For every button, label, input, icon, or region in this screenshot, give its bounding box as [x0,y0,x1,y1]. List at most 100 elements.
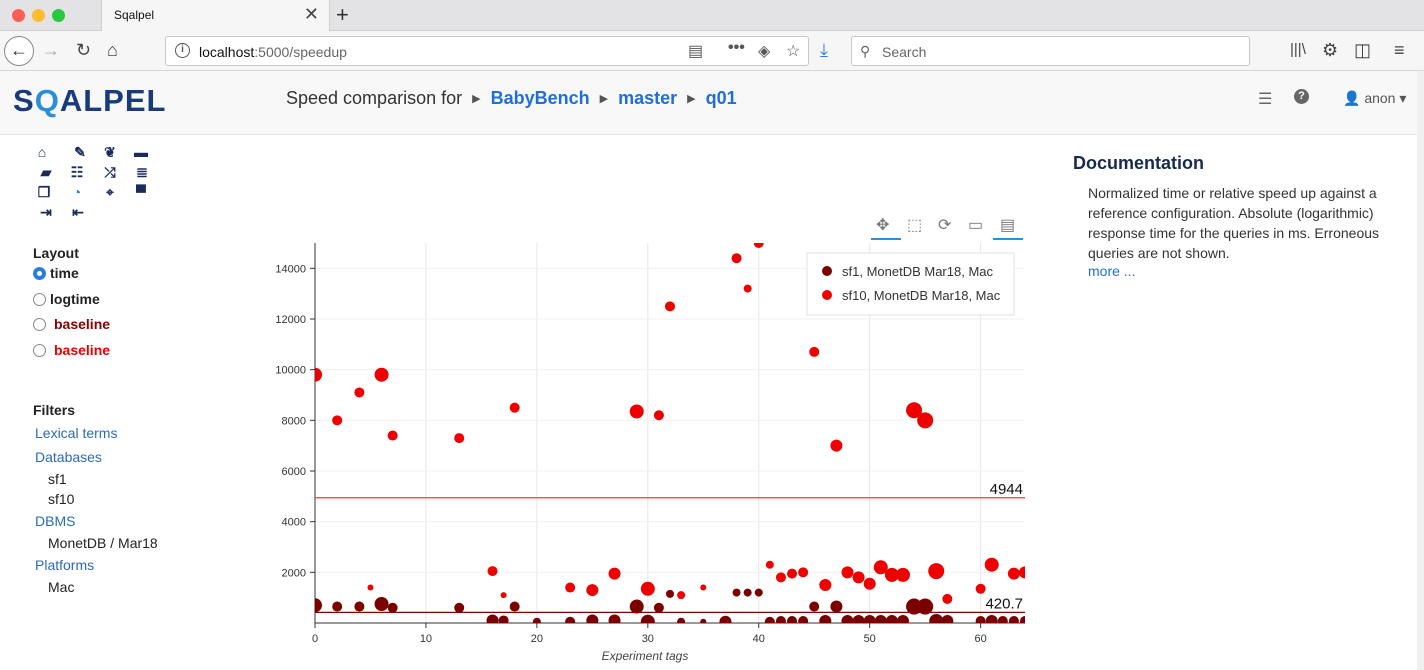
filter-item-mac[interactable]: Mac [48,579,75,595]
data-point-sf1[interactable] [941,614,954,627]
data-point-sf10[interactable] [586,584,599,597]
data-point-sf1[interactable] [653,602,664,613]
data-point-sf10[interactable] [509,402,520,413]
close-window-icon[interactable] [12,9,25,22]
data-point-sf1[interactable] [1008,615,1019,626]
data-point-sf10[interactable] [354,387,365,398]
speedup-scatter-chart[interactable]: 0 10 20 30 40 50 60 2000 4000 6000 8000 10000 12000 1… [260,210,1040,670]
filter-dbms[interactable]: DBMS [35,513,76,529]
documentation-more-link[interactable]: more ... [1088,263,1136,279]
data-point-sf1[interactable] [486,614,499,626]
hover-tool-icon[interactable]: ▤ [1000,217,1016,234]
radio-icon[interactable] [33,292,46,306]
data-point-sf1[interactable] [885,614,898,627]
menu-icon[interactable]: ≡ [1394,40,1405,60]
downloads-icon[interactable]: ⤓ [820,40,828,60]
breadcrumb-query[interactable]: q01 [705,88,737,108]
filter-databases[interactable]: Databases [35,449,102,465]
data-point-sf10[interactable] [830,439,843,452]
data-point-sf10[interactable] [942,593,953,604]
data-point-sf10[interactable] [1007,567,1020,580]
data-point-sf1[interactable] [719,615,732,628]
data-point-sf1[interactable] [666,589,674,598]
data-point-sf1[interactable] [677,617,686,626]
data-point-sf10[interactable] [917,412,934,429]
sidebar-toggle-icon[interactable]: ◫ [1354,40,1372,60]
library-icon[interactable]: |||\ [1290,41,1306,58]
data-point-sf1[interactable] [754,588,763,597]
data-point-sf10[interactable] [765,560,774,569]
pan-tool-icon[interactable]: ✥ [876,217,890,234]
new-tab-icon[interactable]: + [336,2,349,27]
data-point-sf10[interactable] [374,367,389,382]
align-left-icon[interactable]: ≣ [136,164,148,180]
url-bar[interactable]: i localhost:5000/speedup ▤ ••• ◈ ☆ [165,36,809,66]
bookmark-star-icon[interactable]: ☆ [786,43,801,60]
extension-icon[interactable]: ⚙ [1322,40,1339,60]
data-point-sf1[interactable] [917,598,934,615]
page-scrollbar[interactable] [1417,71,1424,670]
minimize-window-icon[interactable] [32,9,45,22]
data-point-sf1[interactable] [743,588,752,597]
data-point-sf10[interactable] [653,410,664,421]
comment-icon[interactable]: ▀ [136,184,146,200]
filter-lexical-terms[interactable]: Lexical terms [35,425,118,441]
data-point-sf10[interactable] [819,579,832,591]
pocket-icon[interactable]: ◈ [758,43,771,60]
data-point-sf10[interactable] [640,581,655,596]
box-zoom-tool-icon[interactable]: ⬚ [907,217,923,234]
hamburger-menu-icon[interactable]: ☰ [1258,91,1273,108]
close-tab-icon[interactable]: ✕ [303,4,319,24]
data-point-sf10[interactable] [928,563,945,580]
leaf-icon[interactable]: ❦ [104,144,116,160]
data-point-sf10[interactable] [608,567,621,580]
reload-icon[interactable]: ↻ [76,40,92,60]
shuffle-icon[interactable]: ⤮ [104,164,116,180]
data-point-sf10[interactable] [753,238,764,248]
data-point-sf1[interactable] [906,598,923,615]
maximize-window-icon[interactable] [52,9,65,22]
filter-item-sf1[interactable]: sf1 [48,471,67,487]
data-point-sf1[interactable] [454,602,465,613]
data-point-sf10[interactable] [809,346,820,357]
data-point-sf1[interactable] [798,615,809,626]
data-point-sf1[interactable] [565,616,576,627]
data-point-sf10[interactable] [387,430,398,441]
breadcrumb-branch[interactable]: master [618,88,678,108]
data-point-sf1[interactable] [841,614,854,627]
breadcrumb-project[interactable]: BabyBench [490,88,590,108]
data-point-sf10[interactable] [700,584,707,591]
save-tool-icon[interactable]: ▭ [968,217,984,234]
data-point-sf1[interactable] [1020,615,1030,626]
data-point-sf1[interactable] [975,615,986,626]
data-point-sf10[interactable] [487,566,498,577]
legend-entry[interactable]: sf1, MonetDB Mar18, Mac [842,264,993,279]
filter-platforms[interactable]: Platforms [35,557,95,573]
data-point-sf1[interactable] [775,615,786,626]
data-point-sf10[interactable] [895,567,910,582]
data-point-sf10[interactable] [731,253,742,264]
data-point-sf10[interactable] [798,567,809,578]
filter-item-monetdb[interactable]: MonetDB / Mar18 [48,535,158,551]
data-point-sf10[interactable] [665,301,675,312]
data-point-sf10[interactable] [884,567,899,582]
home-nav-icon[interactable]: ⌂ [37,144,47,160]
data-point-sf1[interactable] [700,618,707,625]
site-info-icon[interactable]: i [175,43,190,58]
list-icon[interactable]: ☷ [70,164,84,180]
data-point-sf1[interactable] [997,615,1008,626]
search-bar[interactable]: ⚲ Search [851,36,1250,66]
sign-in-icon[interactable]: ⇥ [40,204,52,220]
data-point-sf10[interactable] [367,584,374,591]
data-point-sf1[interactable] [732,588,741,597]
filter-item-sf10[interactable]: sf10 [48,491,75,507]
data-point-sf1[interactable] [640,614,655,629]
data-point-sf1[interactable] [809,601,820,612]
data-point-sf1[interactable] [985,614,998,627]
data-point-sf10[interactable] [500,592,507,599]
legend-entry[interactable]: sf10, MonetDB Mar18, Mac [842,288,1001,303]
data-point-sf10[interactable] [677,591,686,600]
data-point-sf10[interactable] [743,284,752,293]
layout-option-time[interactable]: time [33,265,79,281]
data-point-sf1[interactable] [308,598,322,613]
